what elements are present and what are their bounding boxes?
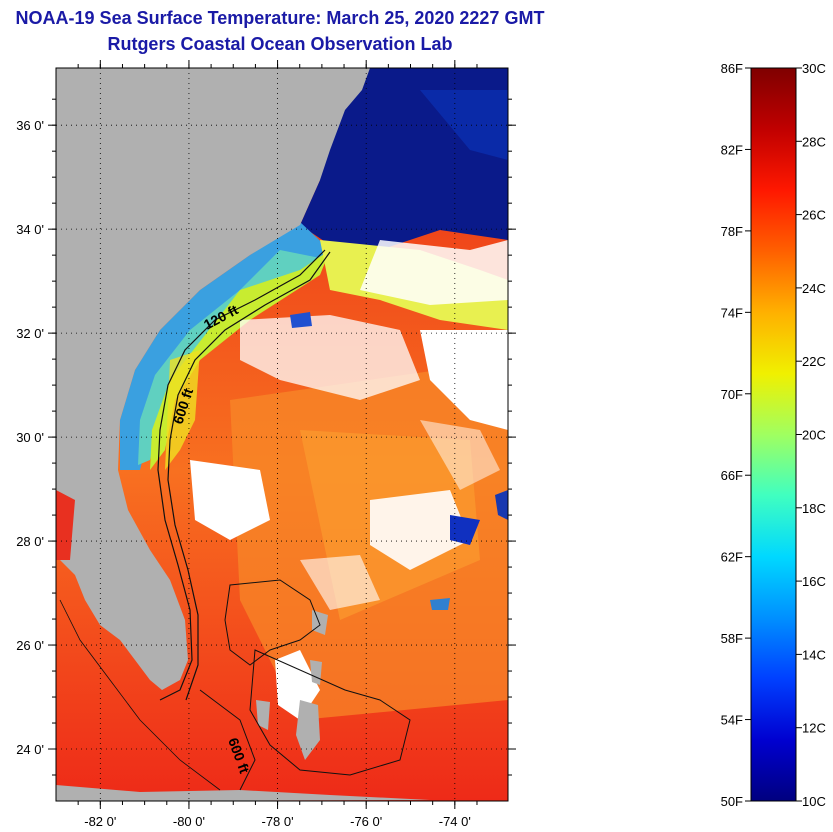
map-subtitle: Rutgers Coastal Ocean Observation Lab	[107, 34, 453, 54]
latitude-labels: 36 0' 34 0' 32 0' 30 0' 28 0' 26 0' 24 0'	[16, 118, 44, 757]
lon-label: -82 0'	[84, 814, 116, 829]
lon-label: -80 0'	[173, 814, 205, 829]
lon-label: -78 0'	[262, 814, 294, 829]
colorbar-fahrenheit-labels: 86F 82F 78F 74F 70F 66F 62F 58F 54F 50F	[721, 61, 751, 809]
colorbar-c-label: 18C	[802, 501, 826, 516]
map-ticks	[48, 60, 516, 809]
colorbar-f-label: 58F	[721, 631, 743, 646]
lon-label: -76 0'	[350, 814, 382, 829]
sst-field	[56, 68, 508, 801]
lat-label: 32 0'	[16, 326, 44, 341]
colorbar-c-label: 14C	[802, 647, 826, 662]
colorbar-c-label: 26C	[802, 208, 826, 223]
colorbar-f-label: 78F	[721, 224, 743, 239]
colorbar-f-label: 50F	[721, 794, 743, 809]
colorbar-c-label: 16C	[802, 574, 826, 589]
longitude-labels: -82 0' -80 0' -78 0' -76 0' -74 0'	[84, 814, 471, 829]
graticule	[56, 68, 508, 801]
colorbar	[750, 67, 797, 802]
colorbar-f-label: 82F	[721, 142, 743, 157]
colorbar-f-label: 74F	[721, 305, 743, 320]
colorbar-c-label: 30C	[802, 61, 826, 76]
colorbar-f-label: 86F	[721, 61, 743, 76]
lat-label: 36 0'	[16, 118, 44, 133]
colorbar-c-label: 20C	[802, 428, 826, 443]
lat-label: 30 0'	[16, 430, 44, 445]
lat-label: 26 0'	[16, 638, 44, 653]
colorbar-c-label: 28C	[802, 134, 826, 149]
colorbar-f-label: 54F	[721, 713, 743, 728]
colorbar-c-label: 22C	[802, 354, 826, 369]
colorbar-c-label: 24C	[802, 281, 826, 296]
colorbar-c-label: 10C	[802, 794, 826, 809]
lat-label: 34 0'	[16, 222, 44, 237]
colorbar-f-label: 70F	[721, 387, 743, 402]
colorbar-c-label: 12C	[802, 721, 826, 736]
lat-label: 28 0'	[16, 534, 44, 549]
map-title: NOAA-19 Sea Surface Temperature: March 2…	[15, 8, 545, 28]
lon-label: -74 0'	[439, 814, 471, 829]
map-frame	[55, 67, 509, 802]
lat-label: 24 0'	[16, 742, 44, 757]
colorbar-f-label: 62F	[721, 550, 743, 565]
colorbar-f-label: 66F	[721, 468, 743, 483]
colorbar-celsius-labels: 30C 28C 26C 24C 22C 20C 18C 16C 14C 12C 10C	[796, 61, 826, 809]
